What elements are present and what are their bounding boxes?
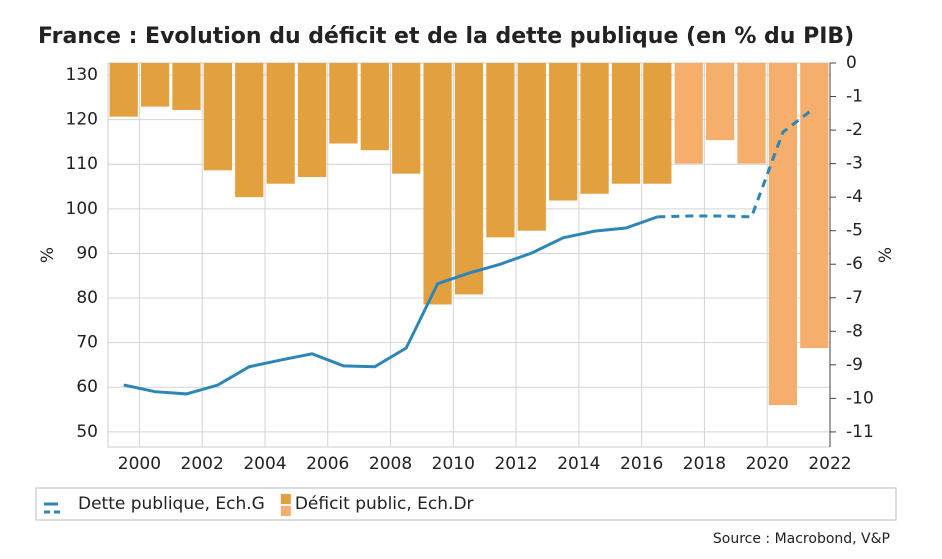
y2-tick-label: -1 [846, 87, 863, 107]
legend-swatch [280, 494, 291, 504]
y-tick-label: 60 [76, 377, 98, 397]
bar [706, 63, 735, 141]
y-tick-label: 120 [66, 110, 98, 130]
bar [643, 63, 672, 184]
bar [611, 63, 641, 184]
y2-tick-label: -3 [846, 154, 863, 174]
y-tick-label: 70 [76, 333, 98, 353]
bar [235, 63, 264, 198]
bar [392, 63, 421, 174]
legend-box [35, 487, 897, 521]
y2-tick-label: -5 [846, 221, 863, 241]
bar [486, 63, 515, 238]
y-tick-label: 100 [66, 199, 98, 219]
y2-tick-label: -6 [846, 254, 863, 274]
y2-tick-label: -9 [846, 355, 863, 375]
y2-tick-label: -2 [846, 120, 863, 140]
y2-tick-label: -10 [846, 388, 874, 408]
x-tick-label: 2012 [494, 454, 537, 474]
x-tick-label: 2008 [369, 454, 412, 474]
bar [423, 63, 452, 305]
y-tick-label: 80 [76, 288, 98, 308]
bar [297, 63, 327, 178]
bar [140, 63, 170, 107]
bar [172, 63, 201, 110]
x-tick-label: 2016 [620, 454, 663, 474]
bar [517, 63, 546, 231]
line [123, 215, 658, 396]
x-tick-label: 2014 [557, 454, 600, 474]
legend-swatch [280, 506, 291, 516]
bar [360, 63, 389, 151]
x-tick-label: 2010 [432, 454, 475, 474]
chart-title: France : Evolution du déficit et de la d… [38, 24, 854, 49]
bar [768, 63, 798, 406]
x-tick-label: 2018 [683, 454, 726, 474]
bar [266, 63, 295, 184]
x-tick-label: 2020 [746, 454, 789, 474]
y2-axis-label: % [876, 247, 896, 263]
bar [549, 63, 578, 201]
bar [737, 63, 766, 164]
bar [454, 63, 484, 295]
source: Source : Macrobond, V&P [713, 531, 890, 547]
bar [329, 63, 358, 144]
x-tick-label: 2004 [243, 454, 286, 474]
x-tick-label: 2002 [181, 454, 224, 474]
y2-tick-label: 0 [846, 53, 857, 73]
y-tick-label: 90 [76, 243, 98, 263]
bar [203, 63, 232, 171]
y2-tick-label: -4 [846, 187, 863, 207]
bar [674, 63, 703, 164]
y-tick-label: 110 [66, 154, 98, 174]
bar [580, 63, 609, 194]
legend-label: Dette publique, Ech.G [78, 494, 265, 514]
bar [800, 63, 829, 349]
y2-tick-label: -8 [846, 321, 863, 341]
y-axis-label: % [38, 247, 58, 263]
y-tick-label: 130 [66, 65, 98, 85]
x-tick-label: 2006 [306, 454, 349, 474]
y2-tick-label: -11 [846, 422, 874, 442]
x-tick-label: 2000 [118, 454, 161, 474]
bar [109, 63, 138, 117]
x-tick-label: 2022 [808, 454, 851, 474]
y-tick-label: 50 [76, 422, 98, 442]
y2-tick-label: -7 [846, 288, 863, 308]
legend-label: Déficit public, Ech.Dr [295, 494, 474, 514]
